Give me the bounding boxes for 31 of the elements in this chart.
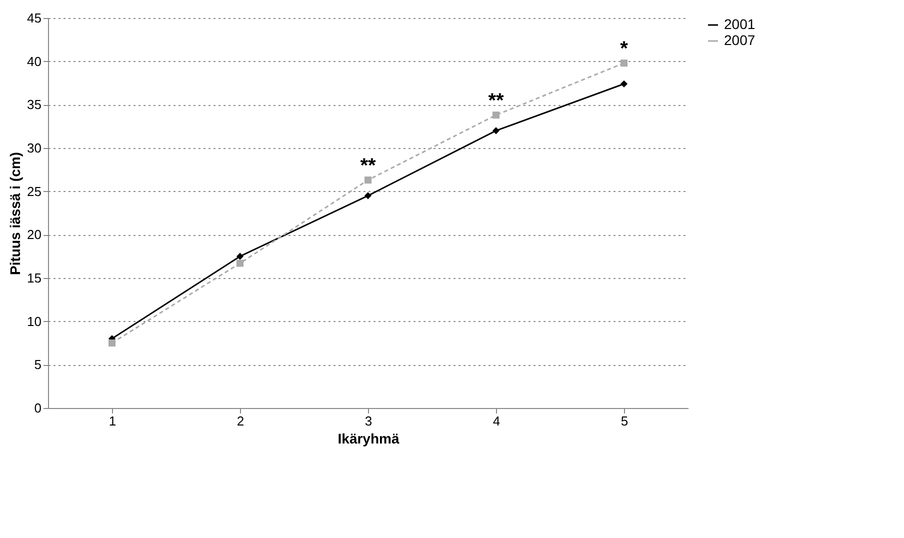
y-tick-label: 25 — [27, 184, 42, 199]
annotation: ** — [360, 155, 376, 178]
y-tick-label: 35 — [27, 97, 42, 112]
y-tick-label: 40 — [27, 54, 42, 69]
point — [620, 60, 628, 67]
y-tick-label: 10 — [27, 314, 42, 329]
y-tick-label: 45 — [27, 10, 42, 26]
x-tick-label: 4 — [492, 414, 500, 428]
y-tick-label: 5 — [34, 357, 42, 372]
point — [364, 192, 372, 200]
point — [236, 260, 244, 267]
annotation: ** — [488, 90, 504, 112]
y-tick-label: 20 — [27, 227, 42, 242]
y-axis-title: Pituus iässä i (cm) — [7, 152, 24, 275]
point — [108, 339, 116, 347]
x-tick-label: 5 — [620, 414, 628, 428]
y-tick-label: 30 — [27, 140, 42, 156]
x-axis-title: Ikäryhmä — [338, 430, 400, 446]
x-tick-label: 2 — [236, 414, 244, 428]
point — [492, 112, 500, 119]
legend-label: 2007 — [724, 32, 756, 48]
y-tick-label: 0 — [34, 400, 42, 416]
point — [620, 80, 628, 88]
point — [492, 127, 500, 134]
point — [364, 176, 372, 184]
point — [236, 252, 244, 260]
x-tick-label: 1 — [108, 414, 116, 428]
y-tick-label: 15 — [27, 270, 42, 286]
legend-label: 2001 — [724, 16, 756, 32]
annotation: * — [620, 38, 628, 60]
x-tick-label: 3 — [364, 414, 372, 428]
